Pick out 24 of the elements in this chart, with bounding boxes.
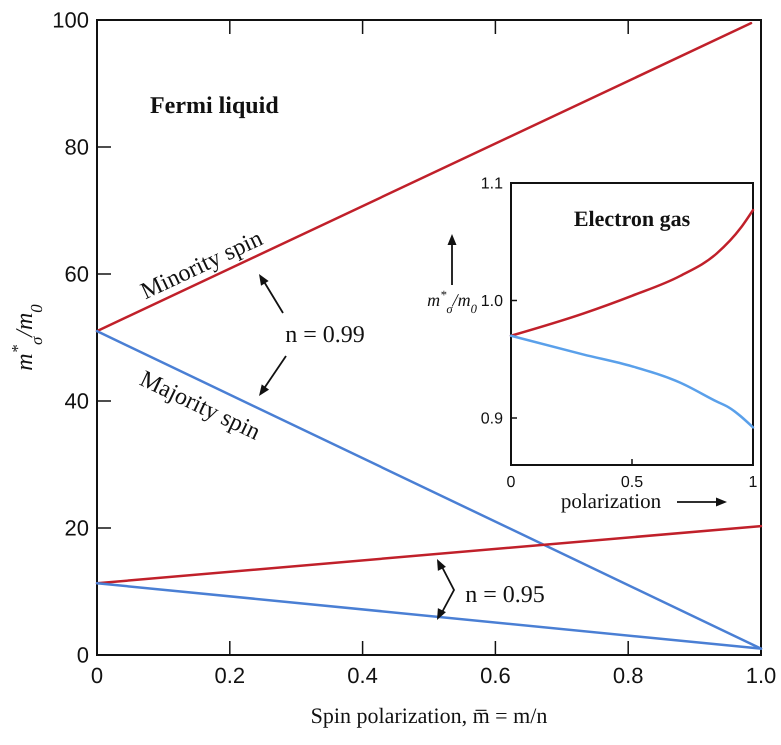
x-tick-label: 0.2 [214,663,246,688]
y-tick-label: 60 [64,262,89,287]
text: Electron gas [574,206,691,231]
x-axis-title: Spin polarization, m̅ = m/n [310,703,548,728]
annotation: n = 0.99 [285,322,365,348]
x-tick-label: 0.4 [347,663,378,688]
y-tick-label: 80 [64,134,89,160]
annotation: n = 0.95 [465,582,545,608]
y-tick-label: 20 [64,516,89,541]
x-tick-label: 0.6 [480,663,511,688]
x-tick-label: 1 [748,474,758,491]
y-tick-label: 40 [64,388,89,414]
y-axis-title: m$^{*}$$_{σ}$/m$_{0}$ [427,288,478,316]
x-tick-label: 1.0 [746,663,776,688]
y-tick-label: 0 [76,642,89,668]
x-tick-label: 0.8 [612,663,644,688]
x-tick-label: 0.5 [620,474,644,491]
y-tick-label: 100 [52,8,89,33]
y-tick-label: 0.9 [480,410,504,428]
y-tick-label: 1.1 [480,176,504,193]
x-axis-title: polarization [560,489,662,513]
y-tick-label: 1.0 [480,293,504,310]
text: Fermi liquid [150,93,280,119]
x-tick-label: 0 [506,474,516,491]
